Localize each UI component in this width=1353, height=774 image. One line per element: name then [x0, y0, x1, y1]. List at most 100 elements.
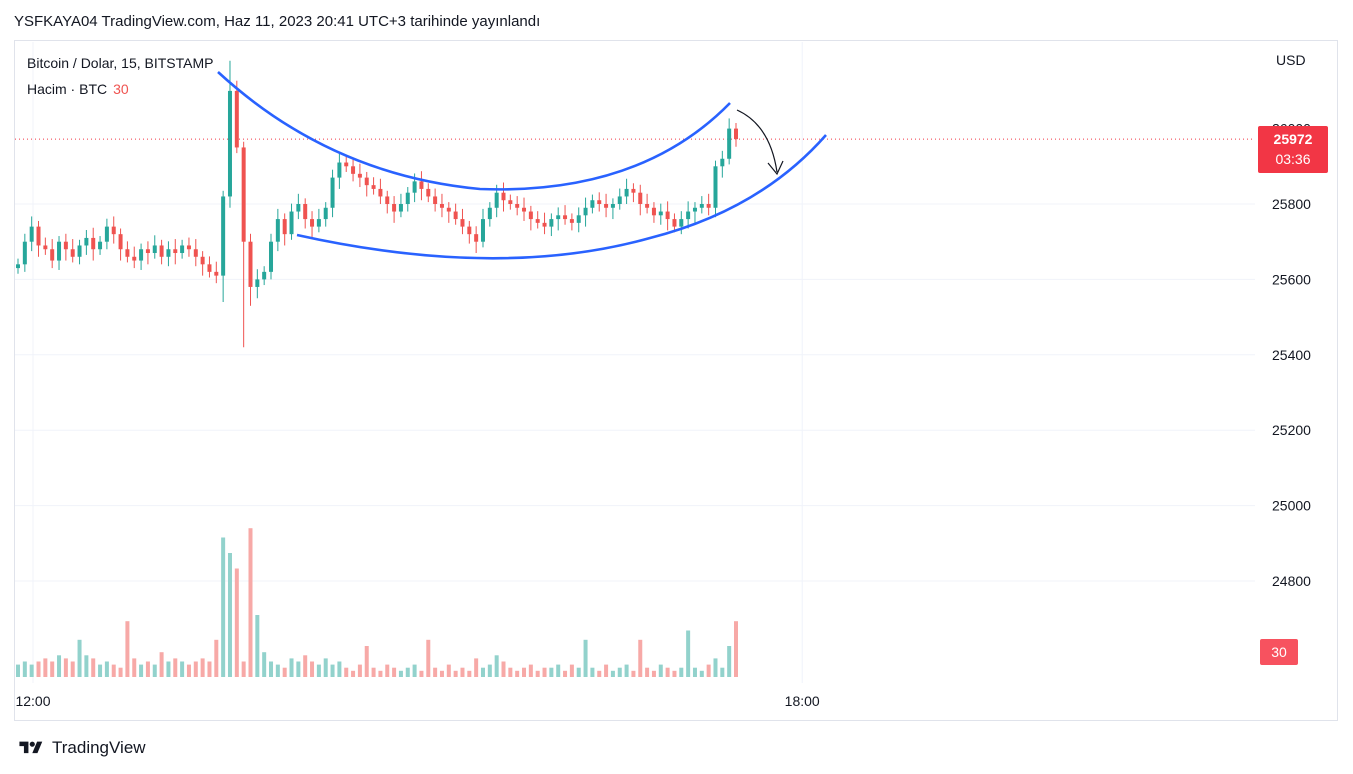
volume-bar: [330, 664, 335, 677]
candle-body: [57, 241, 62, 261]
volume-bar: [467, 670, 472, 677]
volume-bar: [193, 661, 198, 677]
volume-bar: [405, 667, 410, 677]
volume-label: Hacim · BTC: [27, 81, 108, 97]
legend-symbol[interactable]: Bitcoin / Dolar, 15, BITSTAMP: [27, 55, 213, 71]
candle-body: [665, 211, 670, 220]
volume-bar: [535, 670, 540, 677]
volume-bar: [658, 664, 663, 677]
volume-bar: [672, 670, 677, 677]
volume-bar: [474, 658, 479, 677]
candle-body: [186, 245, 191, 250]
candle-body: [419, 181, 424, 189]
candle-body: [132, 256, 137, 261]
candle-body: [91, 237, 96, 250]
candle-body: [43, 245, 48, 250]
volume-bar: [638, 639, 643, 677]
volume-bar: [275, 664, 280, 677]
volume-bar: [378, 670, 383, 677]
candle-body: [610, 204, 615, 208]
candle-body: [70, 249, 75, 257]
candle-body: [604, 204, 609, 208]
volume-bar: [549, 667, 554, 677]
candle-body: [364, 177, 369, 186]
volume-bar: [364, 646, 369, 677]
candle-body: [269, 241, 274, 272]
candle-body: [638, 192, 643, 204]
candle-body: [487, 207, 492, 220]
volume-bar: [720, 667, 725, 677]
candle-body: [118, 234, 123, 250]
volume-bar: [36, 661, 41, 677]
candle-body: [405, 192, 410, 204]
candle-body: [385, 196, 390, 204]
candle-body: [275, 219, 280, 242]
legend-volume[interactable]: Hacim · BTC 30: [27, 81, 129, 97]
candle-body: [480, 219, 485, 242]
candle-body: [98, 241, 103, 250]
tradingview-logo-icon: [19, 741, 43, 754]
volume-bar: [111, 664, 116, 677]
candle-body: [166, 249, 171, 257]
volume-bar: [460, 667, 465, 677]
chart-frame[interactable]: [14, 40, 1338, 721]
volume-bar: [316, 664, 321, 677]
candle-body: [221, 196, 226, 276]
candle-body: [16, 264, 20, 269]
volume-bar: [145, 661, 150, 677]
volume-bar: [70, 661, 75, 677]
volume-bar: [207, 661, 212, 677]
volume-bar: [583, 639, 588, 677]
candle-body: [692, 207, 697, 212]
volume-bar: [173, 658, 178, 677]
volume-bar: [385, 664, 390, 677]
currency-label[interactable]: USD: [1276, 52, 1306, 68]
volume-bar: [16, 664, 20, 677]
candle-body: [234, 90, 239, 148]
time-tick-label: 12:00: [15, 693, 50, 709]
volume-bar: [371, 667, 376, 677]
published-caption: YSFKAYA04 TradingView.com, Haz 11, 2023 …: [14, 13, 541, 30]
candle-body: [576, 215, 581, 223]
volume-bar: [569, 664, 574, 677]
candle-body: [467, 226, 472, 235]
candle-body: [556, 215, 561, 220]
candle-body: [515, 204, 520, 208]
volume-bar: [590, 667, 595, 677]
volume-bar: [296, 661, 301, 677]
volume-bar: [699, 670, 704, 677]
candle-body: [84, 237, 89, 246]
volume-bar: [419, 670, 424, 677]
candle-body: [22, 241, 27, 265]
candle-body: [337, 162, 342, 178]
candle-body: [330, 177, 335, 208]
volume-bar: [446, 664, 451, 677]
volume-bar: [542, 667, 547, 677]
candle-body: [351, 166, 356, 174]
volume-bar: [610, 670, 615, 677]
candle-body: [549, 219, 554, 227]
candle-body: [542, 222, 547, 227]
bar-countdown: 03:36: [1275, 151, 1311, 167]
candle-body: [446, 207, 451, 212]
volume-bar: [200, 658, 205, 677]
candle-body: [50, 249, 55, 261]
volume-bar: [84, 655, 89, 677]
volume-bar: [528, 664, 533, 677]
grid: [15, 42, 1255, 683]
volume-bar: [631, 670, 636, 677]
candle-body: [36, 226, 41, 246]
prediction-arrow-head: [767, 160, 784, 176]
candle-body: [624, 188, 629, 197]
candle-body: [193, 249, 198, 257]
candle-body: [323, 207, 328, 220]
volume-bar: [166, 661, 171, 677]
price-tick-label: 25000: [1272, 498, 1311, 514]
candle-body: [727, 128, 732, 159]
footer-brand[interactable]: TradingView: [16, 738, 146, 758]
volume-bar: [63, 658, 68, 677]
candle-body: [371, 185, 376, 189]
candle-body: [672, 219, 677, 227]
volume-bar: [679, 667, 684, 677]
